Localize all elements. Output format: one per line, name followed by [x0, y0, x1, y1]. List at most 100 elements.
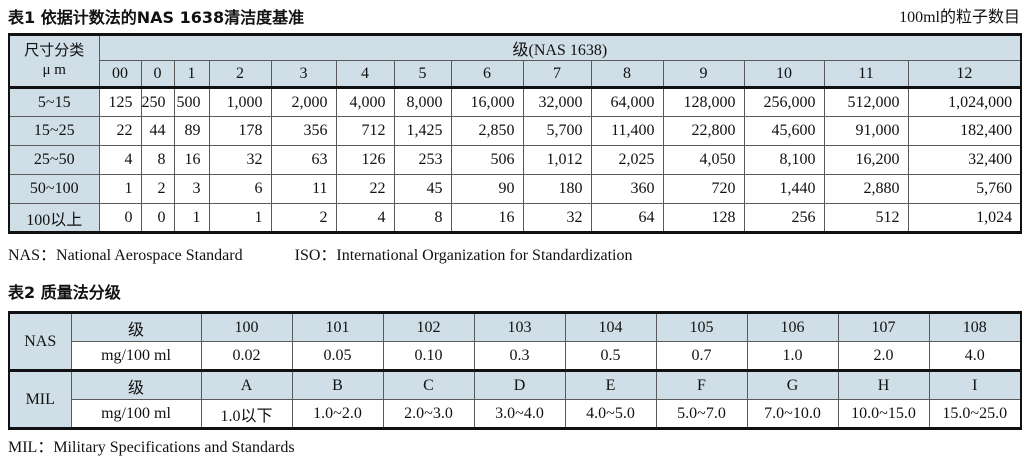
table1-class-header: 5 [393, 60, 452, 89]
table1-cell: 256 [743, 203, 825, 233]
table1-cell: 4 [98, 145, 142, 175]
table1-cell: 3 [173, 174, 210, 204]
table2-class-cell: D [473, 369, 566, 400]
table1-corner-line2: μ m [42, 62, 66, 78]
table1-cell: 64,000 [590, 87, 664, 117]
table1-class-header: 0 [140, 60, 175, 89]
table1-cell: 182,400 [907, 116, 1022, 146]
table1-cell: 11 [270, 174, 337, 204]
table2-class-row: NAS 级 100 101 102 103 104 105 106 107 108 [8, 312, 1022, 371]
table2-class-cell: I [928, 369, 1022, 400]
table1-cell: 44 [140, 116, 175, 146]
table1-cell: 1,012 [522, 145, 592, 175]
table1-class-header: 2 [208, 60, 272, 89]
note-iso: ISO：International Organization for Stand… [294, 247, 633, 264]
table2-mg-cell: 2.0~3.0 [382, 399, 475, 429]
table2-class-cell: 103 [473, 312, 566, 342]
table2-mg-cell: 0.02 [200, 341, 293, 371]
table1-cell: 500 [173, 87, 210, 117]
table1-cell: 253 [393, 145, 452, 175]
table1-cell: 720 [662, 174, 745, 204]
table2-class-cell: 100 [200, 312, 293, 342]
table1-title: 表1 依据计数法的NAS 1638清洁度基准 [8, 8, 305, 27]
table2-class-cell: 105 [655, 312, 748, 342]
table1-cell: 180 [522, 174, 592, 204]
table1-cell: 91,000 [823, 116, 909, 146]
table1-cell: 4,000 [335, 87, 395, 117]
table1-footnotes: NAS：National Aerospace Standard ISO：Inte… [8, 246, 1020, 266]
table1: 尺寸分类 μ m 级(NAS 1638) 00 0 1 2 3 4 5 6 7 8 9 10 11 12 … [8, 33, 1023, 234]
table1-row-label: 5~15 [8, 87, 100, 117]
table1-class-header: 7 [522, 60, 592, 89]
table2-mg-cell: 0.5 [564, 341, 657, 371]
table1-row-label: 25~50 [8, 145, 100, 175]
table1-cell: 250 [140, 87, 175, 117]
table1-cell: 4 [335, 203, 395, 233]
table1-cell: 16 [450, 203, 524, 233]
table2: NAS 级 100 101 102 103 104 105 106 107 108 mg/100 ml… [8, 311, 1022, 430]
table1-cell: 8 [140, 145, 175, 175]
table1-class-header: 12 [907, 60, 1022, 89]
table1-cell: 0 [98, 203, 142, 233]
table2-mg-cell: 4.0~5.0 [564, 399, 657, 429]
table2-class-label: 级 [70, 369, 202, 400]
table2-mg-cell: 1.0以下 [200, 399, 293, 429]
table1-class-header: 6 [450, 60, 524, 89]
table1-cell: 22,800 [662, 116, 745, 146]
table1-row: 50~100 1 2 3 6 11 22 45 90 180 360 720 1,440 2,880 5,7… [8, 174, 1022, 204]
table1-cell: 6 [208, 174, 272, 204]
table1-cell: 11,400 [590, 116, 664, 146]
table2-class-cell: 108 [928, 312, 1022, 342]
table1-cell: 2,850 [450, 116, 524, 146]
table1-cell: 8,000 [393, 87, 452, 117]
table2-section-name: MIL [8, 369, 72, 429]
table1-unit-note: 100ml的粒子数目 [899, 9, 1020, 26]
note-nas: NAS：National Aerospace Standard [8, 247, 243, 264]
table1-cell: 8,100 [743, 145, 825, 175]
table1-cell: 1 [98, 174, 142, 204]
table1-cell: 22 [335, 174, 395, 204]
table2-mg-label: mg/100 ml [70, 341, 202, 371]
note-mil: MIL：Military Specifications and Standard… [8, 439, 295, 456]
table2-mg-cell: 1.0 [746, 341, 839, 371]
table1-row-label: 15~25 [8, 116, 100, 146]
table1-cell: 128 [662, 203, 745, 233]
table1-cell: 32 [522, 203, 592, 233]
table2-mg-cell: 0.7 [655, 341, 748, 371]
table2-class-cell: 102 [382, 312, 475, 342]
table2-mg-cell: 4.0 [928, 341, 1022, 371]
table1-cell: 89 [173, 116, 210, 146]
table2-mg-cell: 0.10 [382, 341, 475, 371]
table1-class-header: 4 [335, 60, 395, 89]
table1-cell: 45,600 [743, 116, 825, 146]
table1-cell: 356 [270, 116, 337, 146]
table1-cell: 1 [208, 203, 272, 233]
table2-mg-cell: 15.0~25.0 [928, 399, 1022, 429]
table1-row: 5~15 125 250 500 1,000 2,000 4,000 8,000 16,000 3… [8, 87, 1022, 117]
table1-cell: 1,024,000 [907, 87, 1022, 117]
table2-mg-row: mg/100 ml 1.0以下 1.0~2.0 2.0~3.0 3.0~4.0 4.0~5… [9, 399, 1022, 429]
table1-class-header: 9 [662, 60, 745, 89]
table2-class-cell: 104 [564, 312, 657, 342]
table2-mg-cell: 3.0~4.0 [473, 399, 566, 429]
table2-mg-cell: 10.0~15.0 [837, 399, 930, 429]
table1-cell: 1 [173, 203, 210, 233]
table1-cell: 512 [823, 203, 909, 233]
table1-cell: 64 [590, 203, 664, 233]
table2-mg-label: mg/100 ml [70, 399, 202, 429]
table1-class-header: 8 [590, 60, 664, 89]
table1-class-header: 1 [173, 60, 210, 89]
table2-class-cell: F [655, 369, 748, 400]
table1-cell: 16,200 [823, 145, 909, 175]
table2-class-cell: C [382, 369, 475, 400]
table1-cell: 45 [393, 174, 452, 204]
table1-cell: 256,000 [743, 87, 825, 117]
table1-cell: 126 [335, 145, 395, 175]
table1-cell: 2,025 [590, 145, 664, 175]
table1-row: 15~25 22 44 89 178 356 712 1,425 2,850 5,700 11,40… [8, 116, 1022, 146]
table1-cell: 1,425 [393, 116, 452, 146]
table2-mg-cell: 0.05 [291, 341, 384, 371]
table2-class-cell: B [291, 369, 384, 400]
table2-class-cell: A [200, 369, 293, 400]
table1-cell: 360 [590, 174, 664, 204]
